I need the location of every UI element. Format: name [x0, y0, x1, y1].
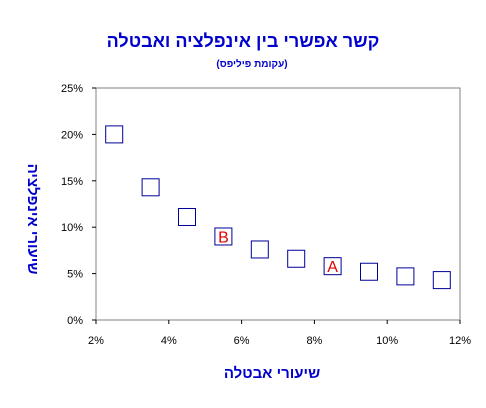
x-tick-label: 2%: [88, 335, 104, 347]
y-axis-label: שיעורי אינפלציה: [24, 164, 41, 275]
x-tick-label: 8%: [306, 335, 322, 347]
data-point: [323, 257, 342, 276]
plot-area: 0% 5% 10% 15% 20% 25% 2% 4% 6% 8% 10% 12% B A: [61, 83, 471, 347]
data-point: [214, 227, 233, 246]
y-tick-label: 5%: [67, 269, 83, 281]
y-tick-label: 0%: [67, 315, 83, 327]
y-tick-label: 10%: [61, 222, 83, 234]
y-tick-label: 15%: [61, 176, 83, 188]
x-tick-label: 12%: [449, 335, 471, 347]
plot-frame: [95, 87, 461, 321]
x-axis-label: שיעורי אבטלה: [224, 365, 320, 382]
y-tick-label: 25%: [61, 83, 83, 95]
data-point: [396, 267, 415, 286]
x-tick-label: 10%: [376, 335, 398, 347]
data-point: [178, 207, 196, 226]
chart-title: קשר אפשרי בין אינפלציה ואבטלה: [107, 31, 380, 51]
data-point: [432, 271, 451, 290]
data-point: [250, 240, 269, 259]
point-label: A: [327, 259, 338, 276]
x-tick-label: 4%: [161, 335, 177, 347]
data-point: [287, 249, 306, 268]
x-tick-label: 6%: [234, 335, 250, 347]
chart-subtitle: (עקומת פיליפס): [216, 58, 287, 70]
y-tick-label: 20%: [61, 129, 83, 141]
point-label: B: [218, 229, 229, 246]
data-point: [105, 125, 124, 144]
data-point: [141, 178, 160, 197]
data-point: [360, 262, 378, 281]
